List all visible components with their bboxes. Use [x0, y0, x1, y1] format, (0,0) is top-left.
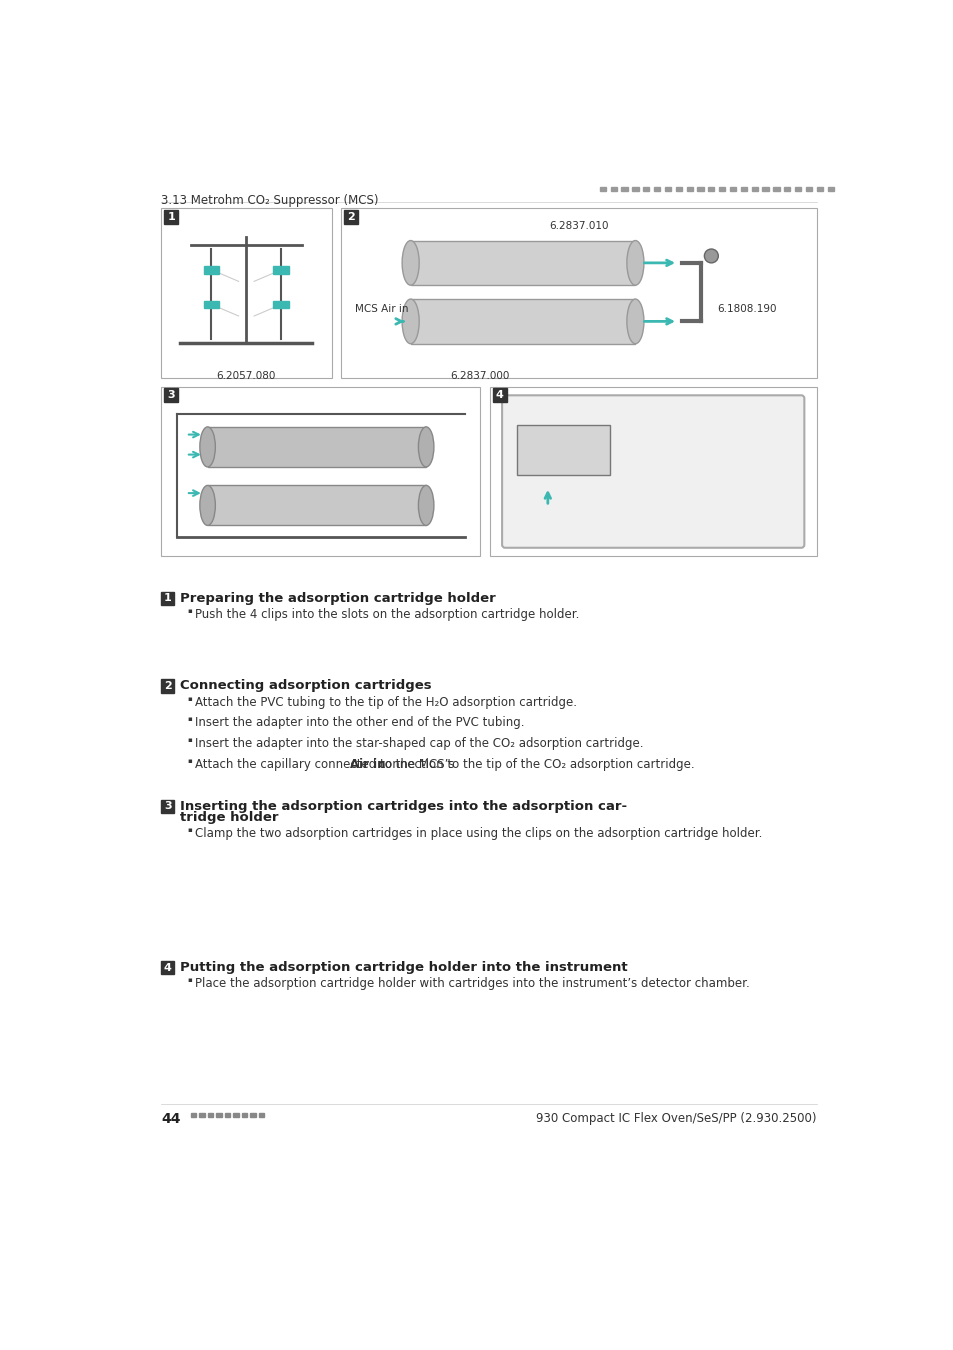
Text: ▪: ▪: [187, 828, 192, 833]
Bar: [340, 208, 816, 378]
Bar: [161, 208, 332, 378]
Text: ▪: ▪: [187, 977, 192, 983]
Text: Attach the PVC tubing to the tip of the H₂O adsorption cartridge.: Attach the PVC tubing to the tip of the …: [195, 695, 577, 709]
Bar: [161, 591, 174, 605]
Text: 44: 44: [161, 1112, 180, 1126]
Text: 6.2837.000: 6.2837.000: [450, 371, 510, 382]
Text: 6.2057.080: 6.2057.080: [216, 371, 275, 382]
Bar: [216, 1112, 221, 1116]
Bar: [707, 186, 714, 192]
Bar: [751, 186, 757, 192]
Bar: [274, 301, 289, 308]
Bar: [161, 799, 174, 813]
Bar: [740, 186, 746, 192]
Bar: [642, 186, 649, 192]
Bar: [675, 186, 681, 192]
Text: tridge holder: tridge holder: [180, 811, 278, 824]
Bar: [233, 1112, 238, 1116]
Text: 3: 3: [167, 390, 174, 401]
Ellipse shape: [402, 300, 418, 344]
Text: 1: 1: [167, 212, 174, 221]
Bar: [208, 1112, 213, 1116]
Text: ▪: ▪: [187, 608, 192, 614]
Bar: [610, 186, 617, 192]
Ellipse shape: [199, 486, 215, 525]
Bar: [493, 389, 506, 402]
Text: 3: 3: [164, 801, 172, 811]
Bar: [773, 186, 779, 192]
Bar: [697, 186, 703, 192]
Ellipse shape: [703, 248, 718, 263]
Ellipse shape: [418, 486, 434, 525]
Text: 2: 2: [347, 212, 355, 221]
Bar: [686, 186, 692, 192]
Text: Air in: Air in: [350, 757, 385, 771]
Text: Inserting the adsorption cartridges into the adsorption car-: Inserting the adsorption cartridges into…: [180, 799, 627, 813]
Bar: [164, 389, 178, 402]
Bar: [517, 425, 609, 475]
FancyBboxPatch shape: [501, 396, 803, 548]
Bar: [344, 209, 357, 224]
Bar: [729, 186, 736, 192]
Bar: [761, 186, 768, 192]
Text: Attach the capillary connected to the MCS’s: Attach the capillary connected to the MC…: [195, 757, 458, 771]
Text: Place the adsorption cartridge holder with cartridges into the instrument’s dete: Place the adsorption cartridge holder wi…: [195, 977, 749, 991]
Ellipse shape: [626, 240, 643, 285]
Bar: [199, 1112, 204, 1116]
Ellipse shape: [418, 427, 434, 467]
Ellipse shape: [199, 427, 215, 467]
Text: connection to the tip of the CO₂ adsorption cartridge.: connection to the tip of the CO₂ adsorpt…: [375, 757, 694, 771]
Bar: [204, 301, 219, 308]
Bar: [783, 186, 790, 192]
Bar: [241, 1112, 247, 1116]
Text: 1: 1: [164, 593, 172, 603]
Bar: [161, 961, 174, 975]
Text: Insert the adapter into the star-shaped cap of the CO₂ adsorption cartridge.: Insert the adapter into the star-shaped …: [195, 737, 643, 751]
Bar: [161, 387, 480, 556]
Text: ▪: ▪: [187, 757, 192, 764]
Bar: [805, 186, 811, 192]
Bar: [410, 300, 635, 344]
Bar: [208, 427, 426, 467]
Text: 6.1808.190: 6.1808.190: [717, 305, 776, 315]
Bar: [161, 679, 174, 693]
Text: 2: 2: [164, 680, 172, 691]
Bar: [664, 186, 670, 192]
Text: Preparing the adsorption cartridge holder: Preparing the adsorption cartridge holde…: [180, 591, 496, 605]
Text: Clamp the two adsorption cartridges in place using the clips on the adsorption c: Clamp the two adsorption cartridges in p…: [195, 828, 761, 840]
Bar: [208, 486, 426, 525]
Bar: [827, 186, 833, 192]
Text: Push the 4 clips into the slots on the adsorption cartridge holder.: Push the 4 clips into the slots on the a…: [195, 608, 579, 621]
Bar: [719, 186, 724, 192]
Text: 6.2837.010: 6.2837.010: [549, 220, 608, 231]
Bar: [620, 186, 627, 192]
Text: ▪: ▪: [187, 737, 192, 744]
Bar: [258, 1112, 264, 1116]
Text: Insert the adapter into the other end of the PVC tubing.: Insert the adapter into the other end of…: [195, 717, 524, 729]
Bar: [816, 186, 822, 192]
Bar: [164, 209, 178, 224]
Text: 930 Compact IC Flex Oven/SeS/PP (2.930.2500): 930 Compact IC Flex Oven/SeS/PP (2.930.2…: [536, 1112, 816, 1125]
Ellipse shape: [402, 240, 418, 285]
Text: ▪: ▪: [187, 695, 192, 702]
Ellipse shape: [626, 300, 643, 344]
Text: 4: 4: [164, 963, 172, 973]
Bar: [191, 1112, 195, 1116]
Text: ▪: ▪: [187, 717, 192, 722]
Text: 4: 4: [496, 390, 503, 401]
Bar: [794, 186, 801, 192]
Bar: [274, 266, 289, 274]
Bar: [204, 266, 219, 274]
Text: Connecting adsorption cartridges: Connecting adsorption cartridges: [180, 679, 432, 693]
Bar: [250, 1112, 255, 1116]
Bar: [632, 186, 638, 192]
Bar: [654, 186, 659, 192]
Text: MCS Air in: MCS Air in: [355, 305, 408, 315]
Bar: [489, 387, 816, 556]
Text: 3.13 Metrohm CO₂ Suppressor (MCS): 3.13 Metrohm CO₂ Suppressor (MCS): [161, 194, 378, 208]
Bar: [599, 186, 605, 192]
Bar: [224, 1112, 230, 1116]
Bar: [410, 240, 635, 285]
Text: Putting the adsorption cartridge holder into the instrument: Putting the adsorption cartridge holder …: [180, 961, 627, 975]
